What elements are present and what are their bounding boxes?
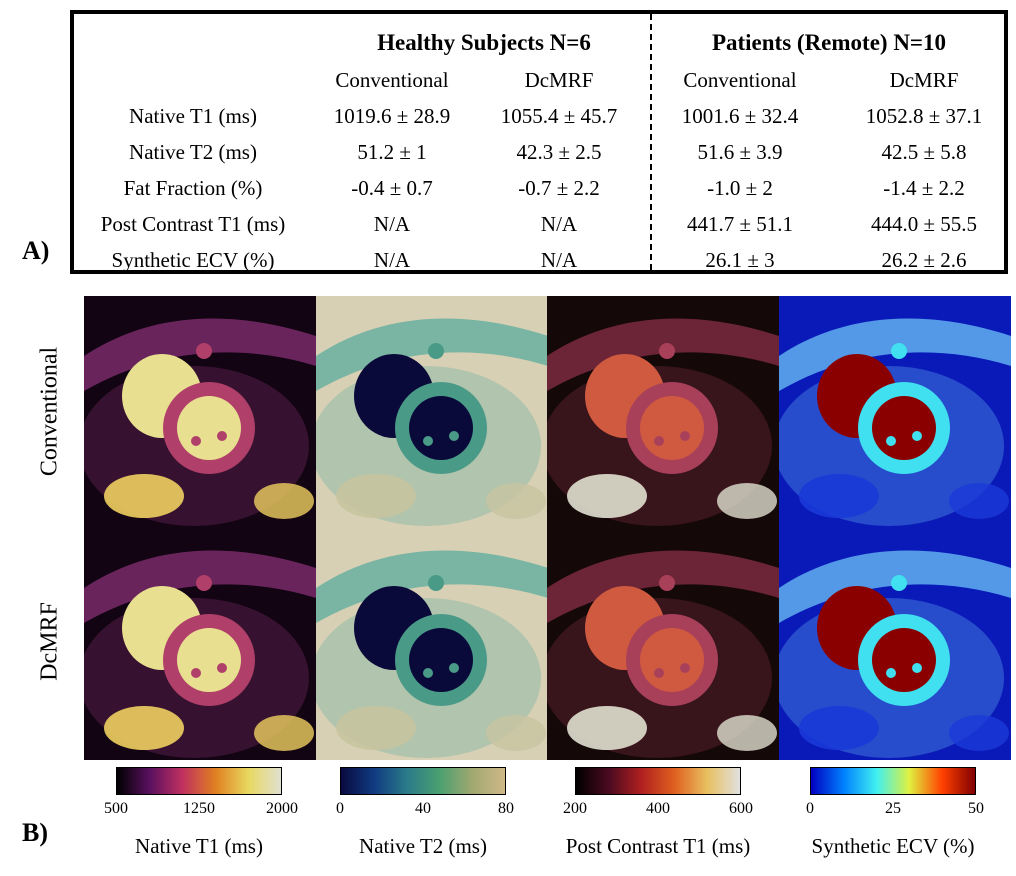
colorbar-tick-label: 2000	[266, 800, 298, 817]
table-row-label: Native T1 (ms)	[129, 104, 257, 128]
table-cell: N/A	[540, 212, 578, 236]
table-cell: N/A	[373, 212, 411, 236]
mri-post-contrast-t1-conventional	[547, 296, 779, 528]
colorbar-tick-label: 1250	[183, 800, 215, 817]
mri-post-contrast-t1-dcmrf	[547, 528, 779, 760]
mri-native-t2-dcmrf	[316, 528, 548, 760]
panel-b-label: B)	[22, 818, 48, 847]
colorbar-tick-label: 40	[415, 800, 431, 817]
table-cell: 26.1 ± 3	[705, 248, 775, 272]
table-cell: 26.2 ± 2.6	[881, 248, 967, 272]
colorbar-tick-label: 50	[968, 800, 984, 817]
mri-native-t1-dcmrf	[84, 528, 316, 760]
group-header-healthy: Healthy Subjects N=6	[377, 30, 591, 55]
row-title-dcmrf: DcMRF	[36, 602, 63, 681]
table-cell: 1019.6 ± 28.9	[333, 104, 451, 128]
colorbar-tick-label: 0	[806, 800, 814, 817]
table-cell: 42.5 ± 5.8	[881, 140, 967, 164]
table-cell: 441.7 ± 51.1	[686, 212, 794, 236]
colorbar-1	[340, 767, 506, 795]
row-title-conventional: Conventional	[36, 346, 63, 477]
colorbar-3	[810, 767, 976, 795]
table-cell: 444.0 ± 55.5	[870, 212, 978, 236]
colorbar-label: Synthetic ECV (%)	[811, 834, 975, 858]
table-row-label: Post Contrast T1 (ms)	[100, 212, 286, 236]
table-cell: 42.3 ± 2.5	[516, 140, 602, 164]
table-cell: N/A	[373, 248, 411, 272]
table-cell: -0.4 ± 0.7	[351, 176, 433, 200]
colorbar-label: Native T2 (ms)	[359, 834, 487, 858]
table-cell: -1.0 ± 2	[707, 176, 773, 200]
colorbar-0	[116, 767, 282, 795]
mri-synthetic-ecv-dcmrf	[779, 528, 1011, 760]
colorbar-tick-label: 80	[498, 800, 514, 817]
table-cell: N/A	[540, 248, 578, 272]
table-cell: 1055.4 ± 45.7	[500, 104, 618, 128]
table-cell: 1001.6 ± 32.4	[681, 104, 799, 128]
table-row-label: Synthetic ECV (%)	[111, 248, 275, 272]
subheader-dcmrf-healthy: DcMRF	[524, 68, 594, 92]
colorbar-label: Post Contrast T1 (ms)	[565, 834, 751, 858]
table-cell: -1.4 ± 2.2	[883, 176, 965, 200]
mri-native-t1-conventional	[84, 296, 316, 528]
group-header-patients: Patients (Remote) N=10	[711, 30, 947, 55]
colorbar-tick-label: 200	[563, 800, 587, 817]
table-cell: 51.2 ± 1	[357, 140, 427, 164]
table-cell: 1052.8 ± 37.1	[865, 104, 983, 128]
colorbar-tick-label: 500	[104, 800, 128, 817]
subheader-dcmrf-patients: DcMRF	[889, 68, 959, 92]
table-divider	[650, 14, 652, 270]
colorbar-tick-label: 25	[885, 800, 901, 817]
mri-synthetic-ecv-conventional	[779, 296, 1011, 528]
mri-native-t2-conventional	[316, 296, 548, 528]
panel-a-label: A)	[22, 236, 50, 265]
results-table: Healthy Subjects N=6 Patients (Remote) N…	[70, 10, 1008, 274]
colorbar-tick-label: 600	[729, 800, 753, 817]
colorbar-tick-label: 400	[646, 800, 670, 817]
table-row-label: Native T2 (ms)	[129, 140, 257, 164]
subheader-conventional-healthy: Conventional	[335, 68, 449, 92]
colorbar-tick-label: 0	[336, 800, 344, 817]
subheader-conventional-patients: Conventional	[683, 68, 797, 92]
table-cell: 51.6 ± 3.9	[697, 140, 783, 164]
colorbar-label: Native T1 (ms)	[135, 834, 263, 858]
table-row-label: Fat Fraction (%)	[123, 176, 263, 200]
table-cell: -0.7 ± 2.2	[518, 176, 600, 200]
colorbar-2	[575, 767, 741, 795]
